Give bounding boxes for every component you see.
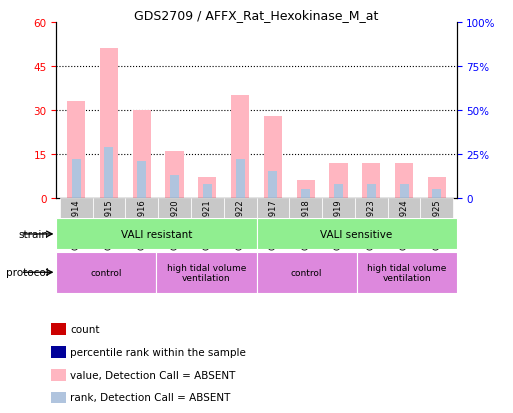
Bar [235,160,245,198]
Bar [67,102,85,198]
Bar [56,219,256,250]
Bar [355,198,388,225]
Bar [289,198,322,225]
Bar [166,152,184,198]
Text: GSM162922: GSM162922 [235,199,245,249]
Bar [60,198,92,225]
Bar [191,198,224,225]
Bar [50,369,66,381]
Text: GSM162917: GSM162917 [268,199,278,250]
Bar [428,178,446,198]
Bar [137,161,146,198]
Text: high tidal volume
ventilation: high tidal volume ventilation [367,263,446,282]
Bar [104,147,113,198]
Text: percentile rank within the sample: percentile rank within the sample [70,347,246,357]
Text: high tidal volume
ventilation: high tidal volume ventilation [167,263,246,282]
Text: GSM162924: GSM162924 [400,199,408,249]
Bar [56,252,156,293]
Bar [357,252,457,293]
Bar [50,346,66,358]
Bar [125,198,158,225]
Bar [268,172,278,198]
Bar [203,184,212,198]
Text: VALI sensitive: VALI sensitive [321,229,392,240]
Bar [334,184,343,198]
Bar [264,116,282,198]
Bar [388,198,421,225]
Text: GSM162923: GSM162923 [367,199,376,250]
Bar [256,198,289,225]
Bar [329,163,347,198]
Bar [367,184,376,198]
Bar [301,190,310,198]
Bar [362,163,380,198]
Text: GSM162918: GSM162918 [301,199,310,250]
Text: control: control [291,268,322,277]
Bar [158,198,191,225]
Bar [100,49,118,198]
Bar [400,184,409,198]
Text: count: count [70,324,100,335]
Bar [224,198,256,225]
Text: value, Detection Call = ABSENT: value, Detection Call = ABSENT [70,370,235,380]
Bar [133,111,151,198]
Text: GSM162920: GSM162920 [170,199,179,249]
Text: GSM162919: GSM162919 [334,199,343,249]
Text: GSM162916: GSM162916 [137,199,146,250]
Text: GSM162921: GSM162921 [203,199,212,249]
Bar [297,181,314,198]
Text: GSM162915: GSM162915 [105,199,113,249]
Bar [256,252,357,293]
Text: VALI resistant: VALI resistant [121,229,192,240]
Text: strain: strain [18,229,48,240]
Text: GSM162925: GSM162925 [432,199,441,249]
Text: protocol: protocol [6,268,48,278]
Bar [71,160,81,198]
Bar [50,323,66,335]
Bar [421,198,453,225]
Bar [156,252,256,293]
Bar [432,190,442,198]
Bar [170,176,179,198]
Text: GSM162914: GSM162914 [72,199,81,249]
Bar [50,392,66,404]
Text: rank, Detection Call = ABSENT: rank, Detection Call = ABSENT [70,392,230,403]
Text: control: control [91,268,122,277]
Bar [92,198,125,225]
Bar [256,219,457,250]
Title: GDS2709 / AFFX_Rat_Hexokinase_M_at: GDS2709 / AFFX_Rat_Hexokinase_M_at [134,9,379,21]
Bar [322,198,355,225]
Bar [231,96,249,198]
Bar [199,178,216,198]
Bar [395,163,413,198]
